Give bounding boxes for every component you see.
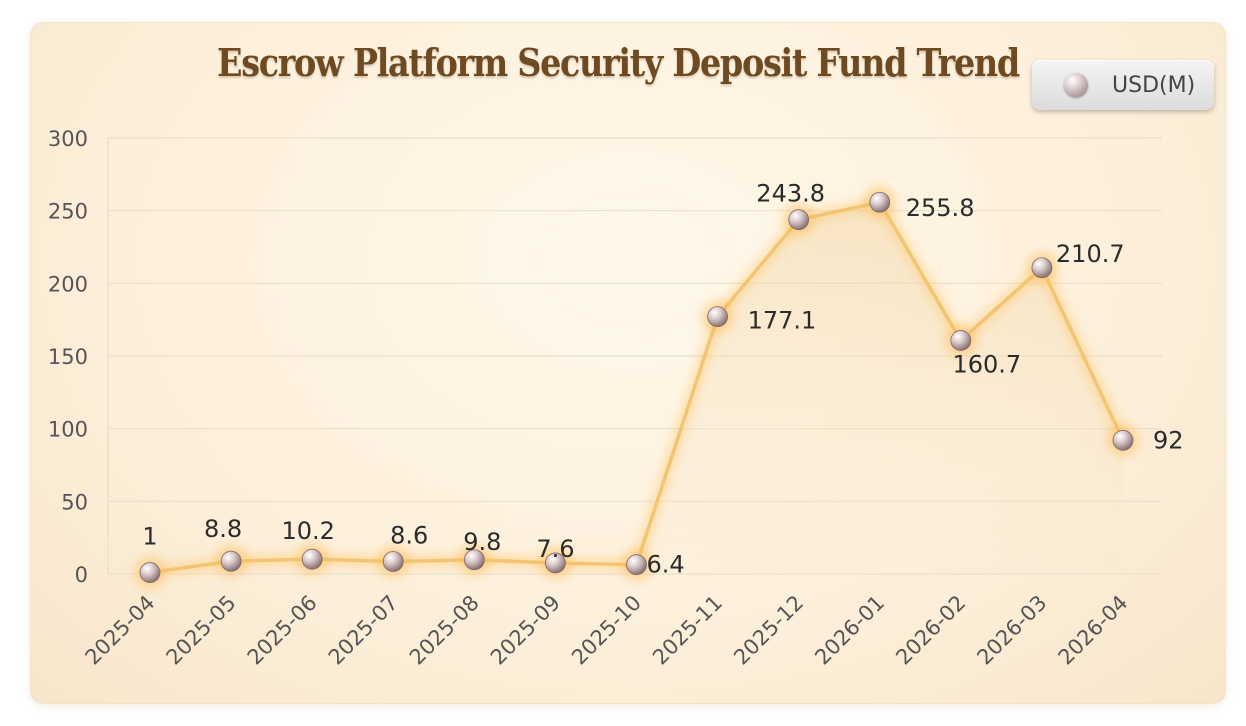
y-tick-label: 250 (48, 200, 88, 224)
data-point (382, 551, 404, 572)
data-label: 6.4 (647, 551, 685, 579)
data-point (463, 549, 485, 571)
x-tick-label: 2025-06 (243, 591, 322, 670)
y-axis: 0 50 100 150 200 250 300 (48, 127, 88, 587)
data-point (220, 550, 242, 572)
legend-marker-icon (1064, 73, 1088, 97)
x-tick-label: 2025-12 (729, 591, 808, 670)
data-label: 1 (142, 523, 157, 551)
data-point (1031, 257, 1053, 279)
y-tick-label: 0 (75, 563, 88, 587)
x-tick-label: 2025-04 (81, 591, 160, 670)
x-tick-label: 2025-05 (162, 591, 241, 670)
data-point (301, 548, 323, 570)
data-label: 255.8 (906, 194, 975, 222)
y-tick-label: 300 (48, 127, 88, 151)
legend: USD(M) (1032, 60, 1214, 110)
data-labels: 1 8.8 10.2 8.6 9.8 7.6 6.4 177.1 243.8 255.8 160.7… (142, 180, 1183, 579)
data-point (626, 554, 647, 576)
data-point (1112, 429, 1134, 451)
x-tick-label: 2025-08 (405, 591, 484, 670)
data-label: 8.6 (390, 522, 428, 550)
data-label: 10.2 (281, 517, 334, 545)
data-point (139, 562, 161, 583)
x-tick-label: 2026-01 (810, 591, 889, 670)
x-tick-label: 2026-02 (891, 591, 970, 670)
y-tick-label: 50 (61, 490, 88, 514)
data-label: 92 (1153, 426, 1184, 454)
data-label: 243.8 (756, 180, 825, 208)
data-point (869, 191, 891, 213)
data-point (707, 306, 728, 328)
y-tick-label: 200 (48, 272, 88, 296)
chart-title: Escrow Platform Security Deposit Fund Tr… (217, 40, 1020, 85)
x-tick-label: 2025-11 (648, 591, 727, 670)
series-area (150, 202, 1123, 574)
data-label: 210.7 (1056, 240, 1125, 268)
data-label: 160.7 (952, 350, 1021, 378)
x-tick-label: 2026-04 (1054, 591, 1133, 670)
data-point (545, 552, 566, 574)
x-tick-label: 2025-09 (486, 591, 565, 670)
x-tick-label: 2025-07 (324, 591, 403, 670)
x-axis: 2025-04 2025-05 2025-06 2025-07 2025-08 2025-… (81, 591, 1133, 670)
y-tick-label: 100 (48, 418, 88, 442)
data-label: 7.6 (536, 535, 574, 563)
area-fill (150, 202, 1123, 574)
legend-label: USD(M) (1112, 72, 1196, 98)
data-label: 8.8 (204, 515, 242, 543)
y-tick-label: 150 (48, 345, 88, 369)
x-tick-label: 2025-10 (567, 591, 646, 670)
data-points (134, 186, 1139, 589)
data-point (788, 209, 810, 231)
x-tick-label: 2026-03 (972, 591, 1051, 670)
data-label: 177.1 (748, 307, 817, 335)
data-label: 9.8 (463, 528, 501, 556)
data-point (950, 330, 972, 351)
